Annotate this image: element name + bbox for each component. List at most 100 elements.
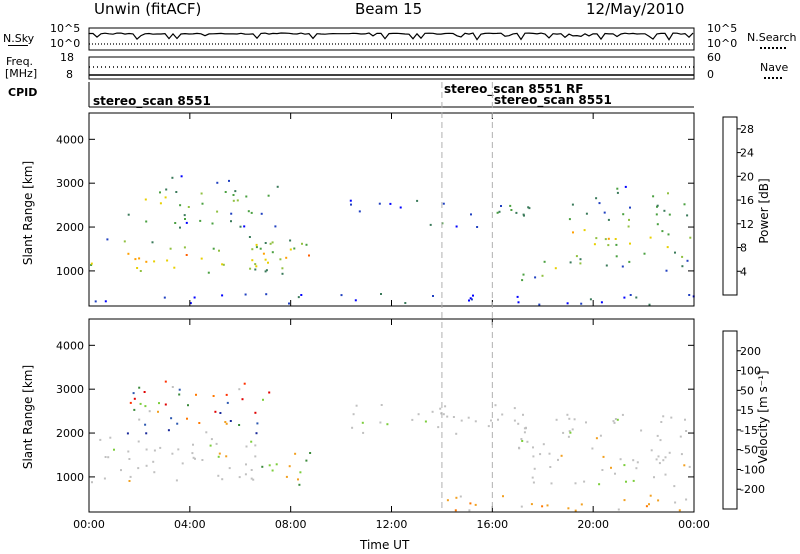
velocity-cell: [255, 432, 258, 435]
velocity-cell: [539, 453, 542, 456]
velocity-cell: [254, 455, 257, 458]
velocity-cell: [355, 404, 358, 407]
velocity-cell: [221, 478, 224, 481]
xtick-label: 08:00: [275, 518, 307, 531]
velocity-cell: [520, 505, 523, 508]
power-cell: [264, 258, 267, 261]
velocity-cell: [446, 499, 449, 502]
power-cell: [681, 265, 684, 268]
velocity-cell: [487, 425, 490, 428]
power-cell: [635, 296, 638, 299]
velocity-cell: [178, 388, 181, 391]
velocity-cell: [526, 440, 529, 443]
velocity-cell: [549, 466, 552, 468]
velocity-panel-frame: [88, 318, 695, 513]
power-cell: [301, 242, 303, 245]
velocity-cell: [614, 472, 616, 475]
velocity-cell: [128, 458, 131, 460]
power-cell: [652, 195, 655, 198]
power-cell: [222, 263, 225, 266]
nsearch-tick-bottom: 10^0: [707, 37, 738, 50]
velocity-cell: [621, 413, 624, 416]
power-cell: [404, 302, 407, 304]
power-cell: [289, 248, 292, 251]
power-cell: [216, 210, 219, 213]
power-cell: [568, 218, 571, 221]
velocity-cell: [668, 451, 671, 454]
power-pixels: [90, 175, 695, 306]
power-cell: [455, 225, 458, 228]
ytick-label: 1000: [56, 471, 84, 484]
ytick-label: 4000: [56, 133, 84, 146]
power-cell: [543, 260, 546, 263]
velocity-cell: [228, 467, 231, 470]
power-cell: [145, 260, 148, 263]
power-cell: [207, 271, 210, 274]
velocity-cell: [548, 452, 551, 455]
power-cell: [674, 251, 676, 254]
power-cell: [624, 185, 627, 188]
power-cell: [199, 219, 202, 222]
power-cell: [271, 251, 274, 254]
velocity-cell: [351, 426, 354, 429]
velocity-cell: [649, 494, 652, 497]
power-cell: [254, 268, 257, 271]
velocity-cell: [424, 420, 427, 423]
power-cell: [255, 265, 258, 268]
power-cell: [138, 257, 141, 260]
velocity-cell: [583, 480, 586, 483]
velocity-cell: [502, 495, 504, 498]
power-cell: [94, 300, 97, 303]
velocity-cell: [656, 434, 659, 437]
xtick-label: 00:00: [678, 518, 710, 531]
power-cell: [541, 274, 544, 277]
velocity-cell: [224, 421, 227, 423]
power-cell: [510, 209, 513, 211]
velocity-cell: [176, 422, 179, 425]
power-cell: [212, 247, 215, 250]
velocity-cell: [195, 393, 197, 396]
power-cell: [264, 242, 267, 244]
strip-traces: [88, 32, 694, 76]
velocity-cell: [152, 460, 155, 463]
power-cell: [655, 213, 658, 216]
velocity-cell: [602, 455, 605, 458]
velocity-cell: [659, 439, 662, 442]
colorbar-tick-label: -100: [740, 463, 765, 476]
velocity-cell: [518, 447, 521, 450]
power-cell: [201, 202, 204, 205]
power-cell: [173, 266, 176, 269]
power-cell: [269, 242, 272, 245]
velocity-cell: [205, 431, 208, 434]
velocity-cell: [288, 465, 291, 468]
nsky-tick-bottom: 10^0: [50, 37, 81, 50]
velocity-cell: [120, 469, 122, 472]
power-cell: [300, 294, 303, 296]
velocity-cell: [437, 426, 440, 429]
colorbar-tick-label: 8: [740, 242, 747, 255]
velocity-cell: [490, 419, 492, 422]
power-cell: [442, 202, 445, 205]
power-cell: [528, 207, 531, 210]
velocity-cell: [219, 412, 222, 414]
velocity-cell: [645, 505, 648, 508]
power-cell: [580, 302, 583, 305]
power-cell: [648, 303, 651, 306]
velocity-cell: [658, 462, 661, 465]
power-cell: [90, 264, 93, 266]
velocity-cell: [181, 462, 184, 465]
power-cell: [308, 254, 310, 257]
ytick-label: 3000: [56, 383, 84, 396]
velocity-cell: [297, 478, 299, 481]
velocity-cell: [501, 413, 504, 416]
velocity-cell: [497, 418, 499, 421]
velocity-cell: [566, 413, 569, 416]
velocity-cell: [521, 440, 524, 442]
power-cell: [668, 213, 671, 216]
velocity-cell: [126, 432, 129, 435]
colorbar-tick-label: -200: [740, 483, 765, 496]
power-cell: [104, 300, 107, 303]
power-cell: [189, 302, 192, 305]
power-cell: [607, 218, 610, 221]
velocity-cell: [127, 450, 130, 453]
